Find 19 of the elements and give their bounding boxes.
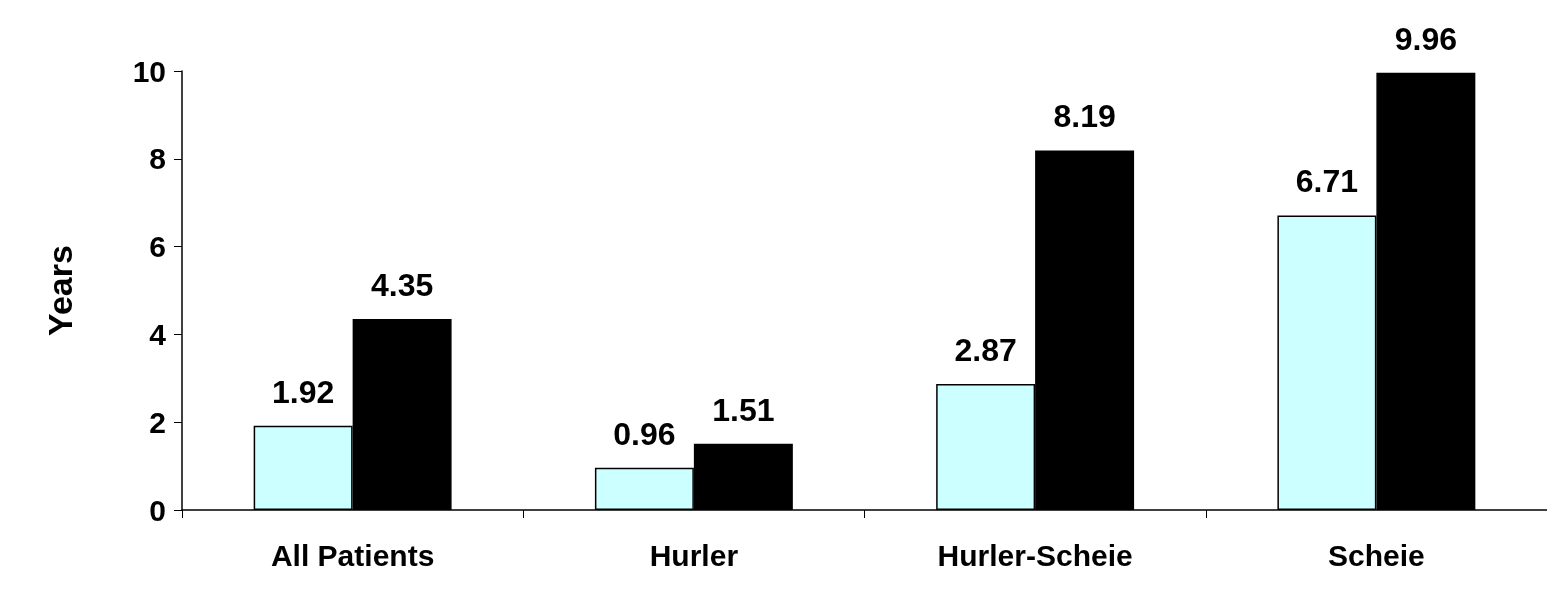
data-label: 6.71 (1295, 163, 1359, 200)
data-label: 2.87 (954, 332, 1017, 369)
y-tick-label: 6 (149, 230, 166, 264)
data-label: 8.19 (1053, 98, 1116, 135)
y-tick-label: 10 (132, 54, 166, 88)
x-tick-label: All Patients (270, 538, 435, 572)
data-label: 1.51 (712, 391, 775, 428)
data-label: 1.92 (272, 373, 335, 410)
x-tick-label: Hurler (649, 538, 739, 572)
y-tick-label: 4 (149, 317, 167, 351)
y-tick-label: 0 (149, 493, 166, 527)
y-tick-label: 8 (149, 142, 166, 176)
y-tick-label: 2 (149, 405, 166, 439)
y-axis-title: Years (41, 245, 79, 336)
data-label: 4.35 (370, 267, 434, 304)
data-label: 9.96 (1394, 20, 1457, 57)
x-tick-label: Scheie (1328, 538, 1425, 572)
x-tick-label: Hurler-Scheie (937, 538, 1133, 572)
data-label: 0.96 (613, 415, 676, 452)
